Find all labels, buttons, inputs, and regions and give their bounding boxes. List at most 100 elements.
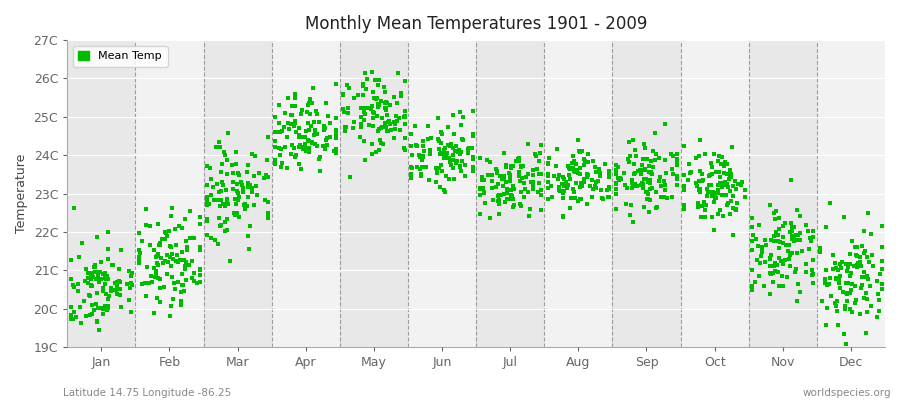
Point (625, 177, 639, 183)
Point (358, 70, 373, 76)
Point (193, 247, 207, 254)
Point (722, 176, 736, 182)
Point (541, 196, 555, 202)
Point (772, 215, 787, 222)
Point (269, 129, 284, 135)
Point (156, 260, 170, 266)
Point (491, 200, 506, 207)
Point (370, 95, 384, 101)
Point (550, 146, 564, 152)
Point (763, 255, 778, 261)
Point (413, 166, 428, 172)
Point (150, 262, 165, 269)
Point (113, 286, 128, 292)
Point (478, 200, 492, 206)
Point (617, 181, 632, 188)
Point (230, 149, 244, 155)
Point (457, 173, 472, 180)
Point (708, 169, 723, 175)
Point (875, 281, 889, 288)
Point (168, 242, 183, 249)
Point (165, 205, 179, 211)
Point (763, 256, 778, 262)
Point (843, 306, 858, 312)
Point (440, 150, 454, 156)
Point (443, 143, 457, 149)
Point (230, 210, 244, 216)
Point (745, 287, 760, 294)
Point (131, 254, 146, 260)
Point (465, 168, 480, 174)
Point (788, 265, 803, 272)
Point (390, 100, 404, 107)
Point (711, 210, 725, 217)
Point (795, 248, 809, 254)
Point (755, 249, 770, 255)
Point (698, 151, 712, 157)
Point (387, 119, 401, 125)
Point (292, 144, 306, 150)
Point (169, 258, 184, 265)
Point (767, 232, 781, 239)
Point (451, 149, 465, 155)
Point (626, 161, 641, 168)
Point (422, 176, 436, 183)
Point (182, 262, 196, 268)
Point (748, 279, 762, 286)
Point (173, 256, 187, 263)
Point (439, 172, 454, 179)
Point (131, 247, 146, 253)
Point (580, 151, 595, 158)
Point (757, 282, 771, 289)
Point (447, 176, 462, 182)
Point (369, 96, 383, 102)
Point (557, 181, 572, 187)
Point (644, 170, 659, 177)
Point (404, 171, 419, 177)
Point (220, 171, 235, 178)
Point (872, 297, 886, 304)
Point (275, 160, 290, 166)
Point (309, 108, 323, 114)
Bar (612, 40, 680, 347)
Point (853, 258, 868, 265)
Point (397, 120, 411, 127)
Point (379, 124, 393, 130)
Point (214, 169, 229, 175)
Point (649, 151, 663, 157)
Point (724, 188, 738, 194)
Point (829, 276, 843, 282)
Point (101, 296, 115, 302)
Point (434, 150, 448, 156)
Point (283, 126, 297, 132)
Point (304, 139, 319, 145)
Point (610, 175, 625, 181)
Point (528, 153, 543, 159)
Point (94, 304, 108, 311)
Point (782, 262, 796, 269)
Point (497, 150, 511, 156)
Point (178, 259, 193, 266)
Point (702, 173, 716, 180)
Point (171, 259, 185, 266)
Point (480, 157, 494, 163)
Point (643, 179, 657, 186)
Point (66, 281, 80, 288)
Point (228, 212, 242, 218)
Point (193, 266, 207, 272)
Point (238, 201, 252, 207)
Point (383, 127, 398, 133)
Point (454, 122, 468, 128)
Point (729, 185, 743, 192)
Point (840, 290, 854, 297)
Point (549, 163, 563, 169)
Point (823, 200, 837, 207)
Point (752, 260, 767, 266)
Point (112, 292, 127, 298)
Point (446, 152, 460, 158)
Point (101, 256, 115, 262)
Point (441, 142, 455, 148)
Point (600, 194, 615, 201)
Point (860, 309, 874, 316)
Point (245, 184, 259, 191)
